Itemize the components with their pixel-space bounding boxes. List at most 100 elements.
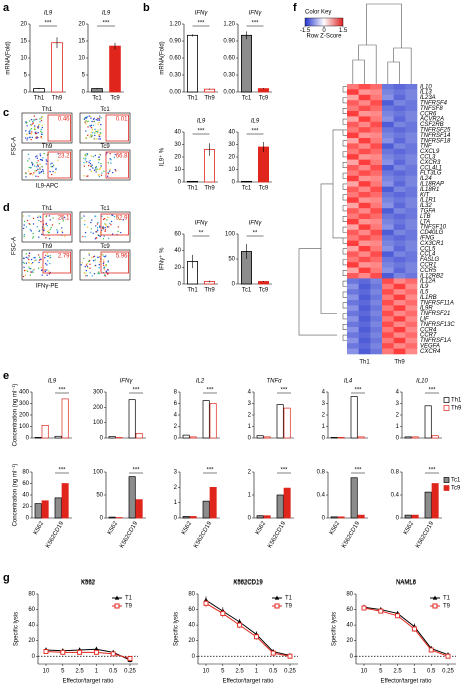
- flow-dot: [38, 229, 41, 232]
- gene-label: VEGFA: [420, 343, 440, 349]
- flow-dot: [109, 153, 111, 155]
- x-tick-label: 0.5: [109, 669, 118, 675]
- flow-dot: [55, 168, 57, 171]
- y-tick-label: 2: [322, 413, 326, 419]
- flow-dot: [25, 121, 27, 123]
- heatmap-cell: [382, 100, 394, 106]
- flow-dot: [29, 131, 31, 133]
- chart-title: K562CD19: [233, 581, 263, 587]
- flow-dot: [52, 170, 54, 173]
- heatmap-cell: [405, 262, 418, 268]
- y-tick-label: 20: [188, 638, 195, 644]
- bar: [128, 476, 136, 519]
- heatmap-cell: [393, 84, 406, 90]
- flow-dot: [81, 261, 83, 264]
- flow-dot: [98, 134, 100, 136]
- flow-dot: [25, 256, 27, 259]
- flow-dot: [98, 271, 100, 273]
- significance: ***: [58, 468, 66, 474]
- flow-dot: [38, 261, 40, 264]
- bar: [337, 437, 345, 439]
- series-line: [363, 607, 449, 657]
- legend-marker: [274, 603, 280, 609]
- flow-dot: [26, 139, 28, 141]
- flow-dot: [50, 166, 52, 168]
- flow-title: Th1: [42, 107, 53, 113]
- y-tick-label: 200: [93, 405, 104, 411]
- bar: [51, 42, 63, 93]
- heatmap-cell: [382, 316, 394, 322]
- flow-dot: [26, 270, 29, 273]
- bar: [411, 514, 419, 519]
- heatmap-cell: [347, 224, 359, 231]
- bar: [189, 436, 197, 439]
- flow-dot: [113, 156, 116, 159]
- y-tick-label: 0.00: [223, 90, 235, 96]
- legend-label: Tc1: [451, 478, 461, 484]
- heatmap-cell: [370, 105, 383, 112]
- heatmap-cell: [370, 316, 383, 322]
- heatmap-cell: [358, 121, 371, 128]
- bar: [34, 437, 42, 439]
- x-tick-label: 5: [221, 669, 225, 675]
- flow-dot: [35, 118, 37, 121]
- gate: [100, 251, 129, 274]
- heatmap-cell: [405, 310, 418, 317]
- x-tick-label: K562: [255, 520, 268, 536]
- flow-dot: [39, 153, 41, 155]
- flow-dot: [91, 164, 93, 166]
- heatmap-cell: [393, 348, 406, 355]
- flow-dot: [35, 132, 37, 135]
- heatmap-cell: [347, 159, 359, 166]
- flow-dot: [34, 131, 37, 134]
- flow-dot: [93, 169, 96, 172]
- y-tick-label: 100: [225, 232, 236, 238]
- heatmap-cell: [370, 246, 383, 252]
- flow-dot: [30, 271, 32, 273]
- y-tick-label: 0: [248, 516, 252, 522]
- color-key-tick-label: 0: [322, 28, 326, 34]
- flow-dot: [31, 237, 34, 239]
- flow-dot: [89, 272, 91, 274]
- flow-dot: [98, 156, 100, 159]
- flow-dot: [28, 258, 30, 261]
- heatmap-cell: [347, 327, 359, 333]
- legend-label: T1: [443, 596, 451, 602]
- y-tick-label: 40: [346, 623, 353, 629]
- heatmap-cell: [405, 348, 418, 355]
- flow-dot: [37, 215, 40, 217]
- gene-label: CXCL9: [420, 149, 440, 155]
- flow-dot: [33, 268, 35, 270]
- heatmap-cell: [370, 192, 383, 198]
- heatmap-cell: [405, 229, 418, 236]
- heatmap-cell: [358, 111, 371, 117]
- flow-dot: [97, 129, 99, 131]
- flow-dot: [36, 165, 38, 168]
- flow-dot: [33, 125, 36, 127]
- heatmap-cell: [393, 321, 406, 328]
- heatmap-cell: [358, 213, 371, 220]
- flow-dot: [108, 226, 110, 228]
- y-tick-label: 4: [322, 390, 326, 396]
- flow-dot: [91, 275, 93, 277]
- flow-dot: [84, 121, 86, 123]
- heatmap-cell: [370, 262, 383, 268]
- flow-dot: [114, 153, 116, 156]
- flow-dot: [116, 216, 118, 219]
- gate-percent: 2.79: [58, 254, 70, 260]
- flow-dot: [96, 132, 99, 134]
- dendrogram: [298, 86, 347, 341]
- heatmap-cell: [393, 192, 406, 198]
- y-tick-label: 2: [174, 424, 178, 430]
- flow-dot: [91, 120, 93, 123]
- flow-dot: [37, 175, 39, 178]
- heatmap-cell: [370, 294, 383, 301]
- bar: [411, 436, 419, 439]
- marker: [220, 610, 226, 616]
- x-tick-label: K562CD19: [341, 520, 361, 549]
- gene-label: IL24: [420, 176, 432, 182]
- heatmap-cell: [382, 84, 394, 90]
- heatmap-cell: [347, 170, 359, 177]
- flow-dot: [83, 118, 86, 120]
- flow-dot: [49, 219, 51, 221]
